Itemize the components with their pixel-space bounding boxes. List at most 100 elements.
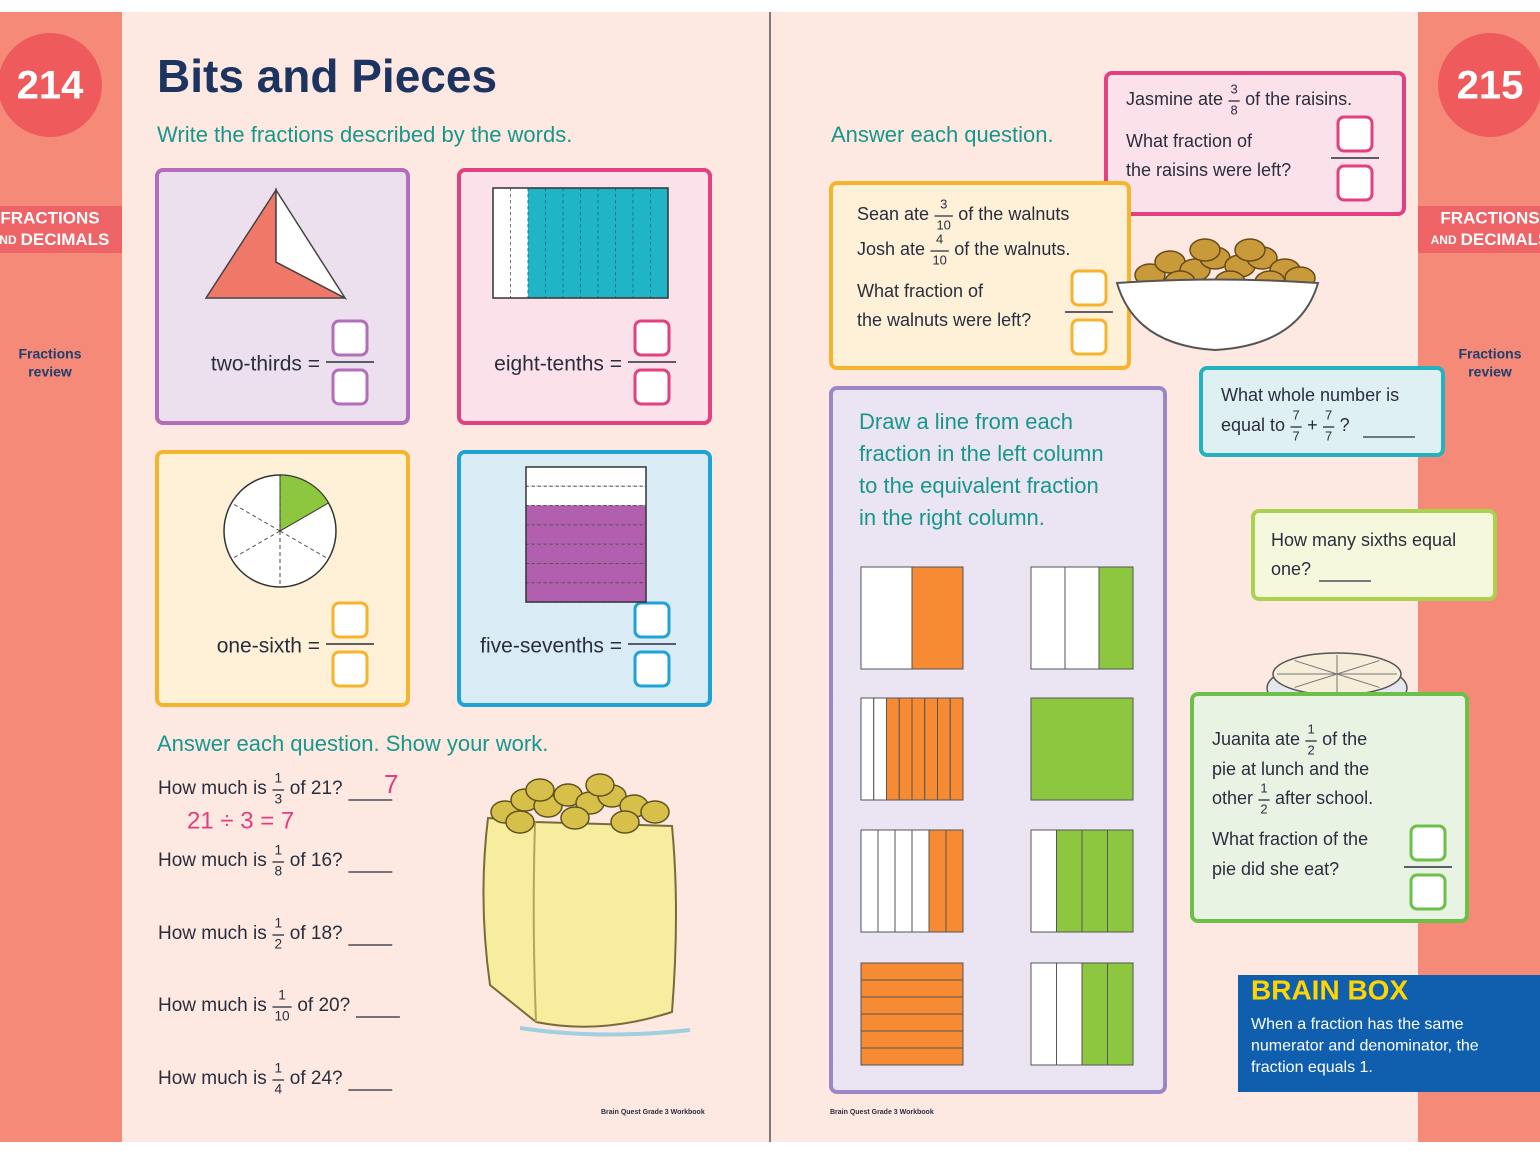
text: after school.	[1275, 788, 1373, 808]
rect-part	[525, 524, 647, 545]
answer-box[interactable]	[1409, 873, 1447, 911]
topic-word: DECIMALS	[21, 230, 110, 249]
answer-box[interactable]	[1070, 318, 1108, 356]
topic-line: AND DECIMALS	[0, 230, 109, 249]
card	[1251, 509, 1497, 601]
text: 3	[1230, 81, 1237, 96]
strip-part	[580, 187, 599, 299]
answer-box[interactable]	[1070, 269, 1108, 307]
text: How much is	[158, 778, 267, 799]
text: fraction in the left column	[859, 441, 1104, 466]
model-part	[873, 697, 887, 801]
section-label: review	[28, 364, 72, 380]
model-part	[945, 829, 964, 933]
answer-box[interactable]	[633, 650, 671, 688]
model-part	[1056, 962, 1083, 1066]
text: Brain Quest Grade 3 Workbook	[830, 1109, 934, 1116]
text: of 24?	[290, 1068, 343, 1089]
model-part	[877, 829, 896, 933]
text: five-sevenths =	[480, 635, 622, 658]
text: equal to	[1221, 415, 1285, 435]
answer-box[interactable]	[1409, 824, 1447, 862]
text: 2	[274, 937, 282, 952]
model-part	[911, 697, 926, 801]
pie-cut	[1294, 673, 1338, 688]
model-part	[898, 697, 913, 801]
text: How much is	[158, 923, 267, 944]
text: What fraction of	[857, 281, 984, 301]
answer-box[interactable]	[331, 368, 369, 406]
text: other	[1212, 788, 1253, 808]
model-part	[1098, 566, 1134, 670]
text: of the walnuts	[958, 204, 1069, 224]
pie-cut	[1336, 673, 1380, 688]
answer-box[interactable]	[331, 650, 369, 688]
strip-part	[632, 187, 651, 299]
text: Jasmine ate	[1126, 89, 1223, 109]
text: 10	[274, 1009, 290, 1024]
model-part	[886, 697, 900, 801]
answer-box[interactable]	[331, 319, 369, 357]
bag	[482, 816, 677, 1028]
topic-line: FRACTIONS	[1440, 208, 1539, 227]
text: 1	[1260, 780, 1267, 795]
pie-divider	[279, 530, 329, 560]
answer-box[interactable]	[1336, 164, 1374, 202]
answer-box[interactable]	[633, 368, 671, 406]
card	[1190, 692, 1469, 923]
text: 8	[274, 864, 282, 879]
rect-part	[525, 563, 647, 584]
text: 7	[384, 769, 398, 799]
answer-box[interactable]	[633, 601, 671, 639]
text: How many sixths equal	[1271, 530, 1456, 550]
text: 1	[274, 916, 282, 931]
text: two-thirds =	[211, 353, 320, 376]
strip-outline	[492, 187, 669, 299]
topic-small-word: AND	[1431, 233, 1457, 247]
text: 1	[274, 1061, 282, 1076]
model-part	[949, 697, 964, 801]
text: What fraction of	[1126, 131, 1253, 151]
strip-part	[510, 187, 529, 299]
model-part	[911, 829, 930, 933]
rect-part	[525, 543, 647, 565]
text: Answer each question. Show your work.	[157, 731, 548, 756]
section-label: review	[1468, 364, 1512, 380]
text: in the right column.	[859, 505, 1045, 530]
bowl	[1115, 278, 1320, 352]
answer-box[interactable]	[331, 601, 369, 639]
topic-word: DECIMALS	[1461, 230, 1540, 249]
model-part	[860, 1030, 964, 1049]
left-side-strip	[0, 12, 122, 1142]
strip-part	[527, 187, 546, 299]
text: 21 ÷ 3 = 7	[187, 807, 294, 834]
nut	[505, 810, 535, 834]
model-part	[1030, 566, 1066, 670]
page-number-badge	[1438, 33, 1540, 137]
model-part	[860, 962, 964, 981]
walnut	[1234, 238, 1266, 262]
page-number: 215	[1457, 64, 1524, 108]
model-part	[1081, 829, 1108, 933]
rect-outline	[525, 466, 647, 603]
answer-box[interactable]	[1336, 115, 1374, 153]
pie-divider	[231, 530, 281, 560]
text: 8	[1230, 102, 1237, 117]
text: pie at lunch and the	[1212, 759, 1369, 779]
model-part	[860, 829, 879, 933]
pie-cut	[1336, 660, 1380, 675]
text: of the	[1322, 729, 1367, 749]
card	[1104, 71, 1406, 216]
topic-band	[0, 206, 122, 253]
answer-box[interactable]	[633, 319, 671, 357]
model-part	[860, 566, 913, 670]
text: How much is	[158, 1068, 267, 1089]
text: 7	[1325, 428, 1332, 443]
text: How much is	[158, 995, 267, 1016]
walnut	[1189, 238, 1221, 262]
text: 1	[274, 843, 282, 858]
model-part	[894, 829, 913, 933]
text: 7	[1325, 407, 1332, 422]
